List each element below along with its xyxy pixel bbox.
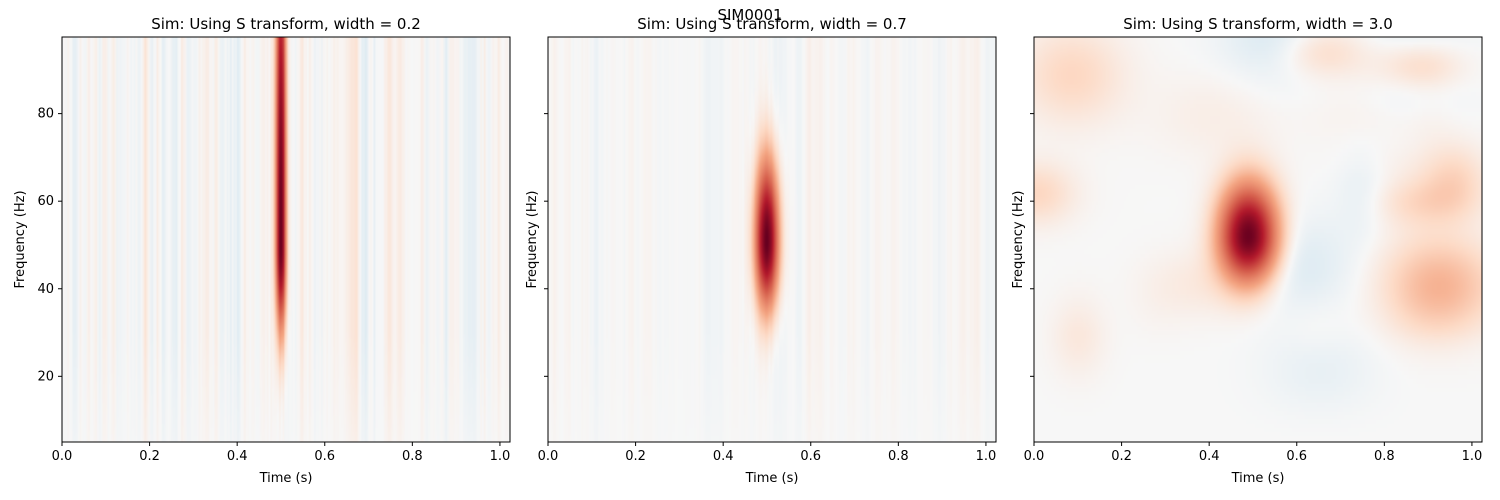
x-tick-label: 0.0: [1024, 449, 1045, 464]
x-tick-label: 0.6: [314, 449, 335, 464]
x-tick-label: 0.8: [888, 449, 909, 464]
x-tick-label: 0.4: [1199, 449, 1220, 464]
x-tick-label: 0.4: [713, 449, 734, 464]
y-tick-label: 80: [37, 107, 54, 122]
y-axis-label: Frequency (Hz): [525, 190, 540, 288]
heatmap-image: [62, 37, 510, 442]
heatmap-image: [548, 37, 996, 442]
x-tick-label: 0.6: [1286, 449, 1307, 464]
x-tick-label: 1.0: [976, 449, 997, 464]
y-axis-label: Frequency (Hz): [13, 190, 28, 288]
panel-title: Sim: Using S transform, width = 0.7: [637, 15, 907, 33]
y-axis-label: Frequency (Hz): [1011, 190, 1026, 288]
figure-suptitle: SIM0001: [717, 6, 783, 24]
x-tick-label: 1.0: [1462, 449, 1483, 464]
x-axis-label: Time (s): [745, 471, 799, 486]
x-tick-label: 0.8: [1374, 449, 1395, 464]
x-tick-label: 0.2: [1111, 449, 1132, 464]
panel-title: Sim: Using S transform, width = 3.0: [1123, 15, 1393, 33]
x-tick-label: 0.2: [139, 449, 160, 464]
y-tick-label: 20: [37, 369, 54, 384]
x-tick-label: 0.8: [402, 449, 423, 464]
heatmap-image: [1034, 37, 1482, 442]
x-axis-label: Time (s): [259, 471, 313, 486]
heatmap-panel-2: Sim: Using S transform, width = 0.7 0.0 0.…: [525, 15, 997, 486]
axes-frame: [61, 36, 511, 443]
x-tick-label: 0.0: [538, 449, 559, 464]
panel-title: Sim: Using S transform, width = 0.2: [151, 15, 421, 33]
x-tick-label: 0.2: [625, 449, 646, 464]
x-tick-label: 1.0: [490, 449, 511, 464]
heatmap-panel-3: Sim: Using S transform, width = 3.0 0.0 0.…: [1011, 15, 1483, 486]
y-tick-label: 60: [37, 194, 54, 209]
axes-frame: [547, 36, 997, 443]
x-tick-label: 0.0: [52, 449, 73, 464]
heatmap-panel-1: Sim: Using S transform, width = 0.2 0.0 0.…: [13, 15, 511, 486]
x-tick-label: 0.4: [227, 449, 248, 464]
axes-frame: [1033, 36, 1483, 443]
x-axis-label: Time (s): [1231, 471, 1285, 486]
y-tick-label: 40: [37, 282, 54, 297]
x-tick-label: 0.6: [800, 449, 821, 464]
